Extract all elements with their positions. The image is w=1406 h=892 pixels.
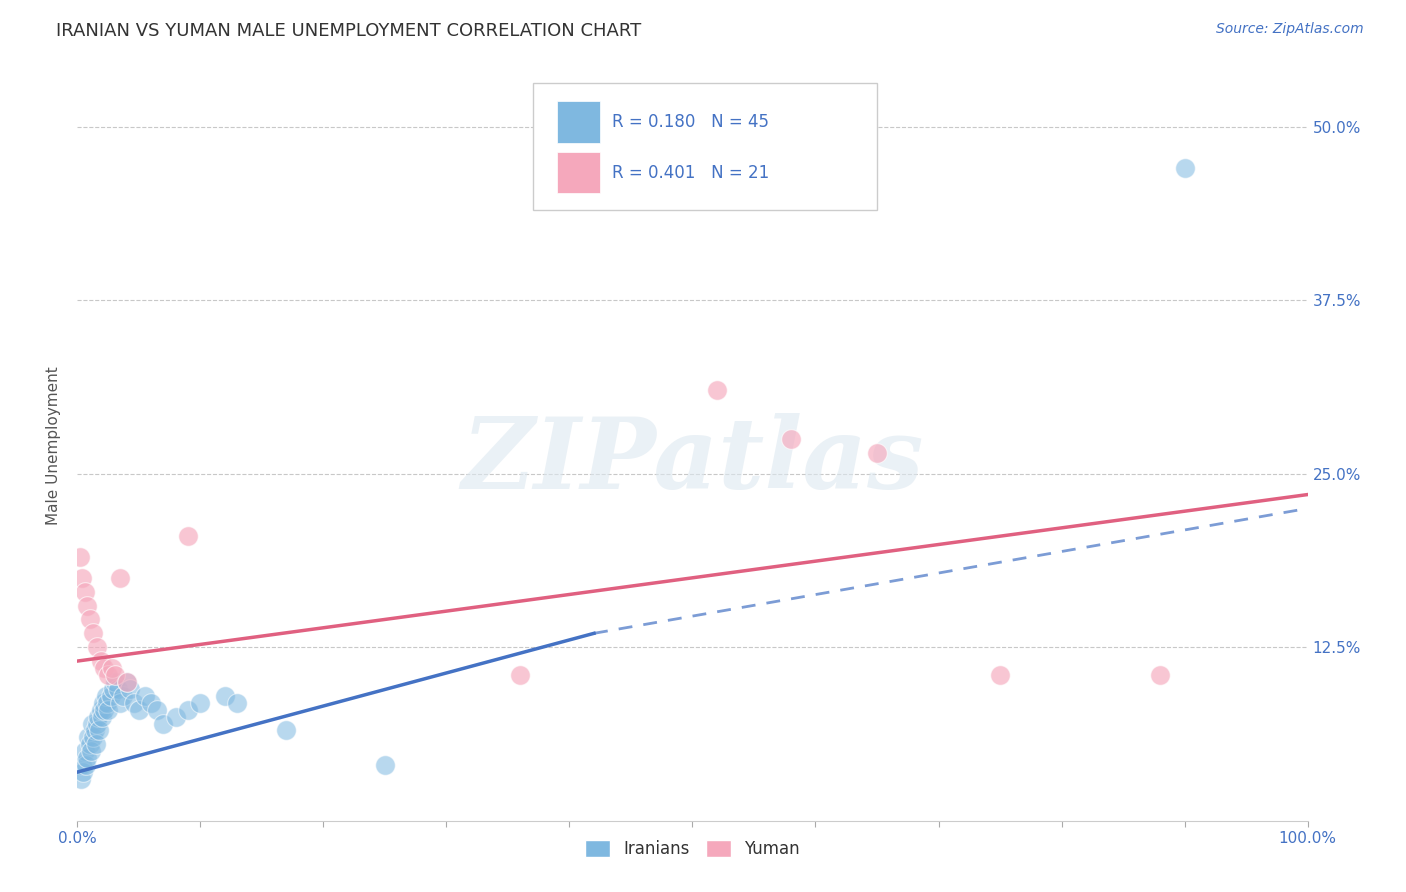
Point [111, 689, 134, 703]
Point [100, 689, 122, 703]
Point [120, 681, 142, 696]
Point [214, 689, 236, 703]
Point [70, 571, 93, 585]
Point [79, 612, 101, 626]
Point [93, 703, 115, 717]
Point [110, 696, 132, 710]
Point [73, 584, 96, 599]
Point [76, 751, 98, 765]
Point [115, 674, 138, 689]
Point [76, 599, 98, 613]
Point [128, 703, 150, 717]
Point [90, 709, 114, 723]
Point [509, 668, 531, 682]
Point [104, 668, 127, 682]
Point [177, 703, 200, 717]
Point [69, 549, 91, 564]
Point [90, 654, 112, 668]
Point [82, 731, 104, 745]
Text: R = 0.401   N = 21: R = 0.401 N = 21 [613, 163, 769, 181]
Point [77, 731, 100, 745]
Point [374, 758, 396, 772]
Point [177, 529, 200, 543]
Text: Source: ZipAtlas.com: Source: ZipAtlas.com [1216, 22, 1364, 37]
Point [1149, 668, 1171, 682]
Point [1174, 161, 1197, 176]
Point [97, 668, 120, 682]
Point [79, 737, 101, 751]
Text: R = 0.180   N = 45: R = 0.180 N = 45 [613, 113, 769, 131]
Point [152, 716, 174, 731]
Point [91, 696, 114, 710]
Point [87, 709, 110, 723]
Bar [557, 152, 600, 193]
Y-axis label: Male Unemployment: Male Unemployment [46, 367, 62, 525]
Point [866, 446, 889, 460]
Point [165, 709, 187, 723]
Point [122, 696, 145, 710]
Point [146, 703, 169, 717]
Point [70, 758, 93, 772]
Point [988, 668, 1011, 682]
Point [134, 689, 156, 703]
FancyBboxPatch shape [533, 83, 877, 210]
Text: IRANIAN VS YUMAN MALE UNEMPLOYMENT CORRELATION CHART: IRANIAN VS YUMAN MALE UNEMPLOYMENT CORRE… [56, 22, 641, 40]
Point [93, 661, 115, 675]
Point [188, 696, 212, 710]
Point [110, 571, 132, 585]
Point [73, 744, 96, 758]
Point [70, 772, 93, 786]
Point [89, 723, 111, 738]
Point [90, 703, 112, 717]
Legend: Iranians, Yuman: Iranians, Yuman [578, 833, 807, 864]
Point [226, 696, 249, 710]
Point [94, 689, 117, 703]
Point [276, 723, 298, 738]
Bar [557, 102, 600, 143]
Point [141, 696, 163, 710]
Point [104, 674, 127, 689]
Point [75, 758, 97, 772]
Point [706, 384, 728, 398]
Point [82, 626, 104, 640]
Point [86, 640, 108, 655]
Point [101, 681, 124, 696]
Point [101, 661, 124, 675]
Point [82, 716, 104, 731]
Point [83, 723, 105, 738]
Point [84, 737, 107, 751]
Point [97, 703, 120, 717]
Point [115, 674, 138, 689]
Point [72, 765, 94, 780]
Point [780, 432, 803, 446]
Point [96, 696, 118, 710]
Point [107, 681, 129, 696]
Text: ZIPatlas: ZIPatlas [461, 413, 924, 509]
Point [86, 716, 108, 731]
Point [80, 744, 103, 758]
